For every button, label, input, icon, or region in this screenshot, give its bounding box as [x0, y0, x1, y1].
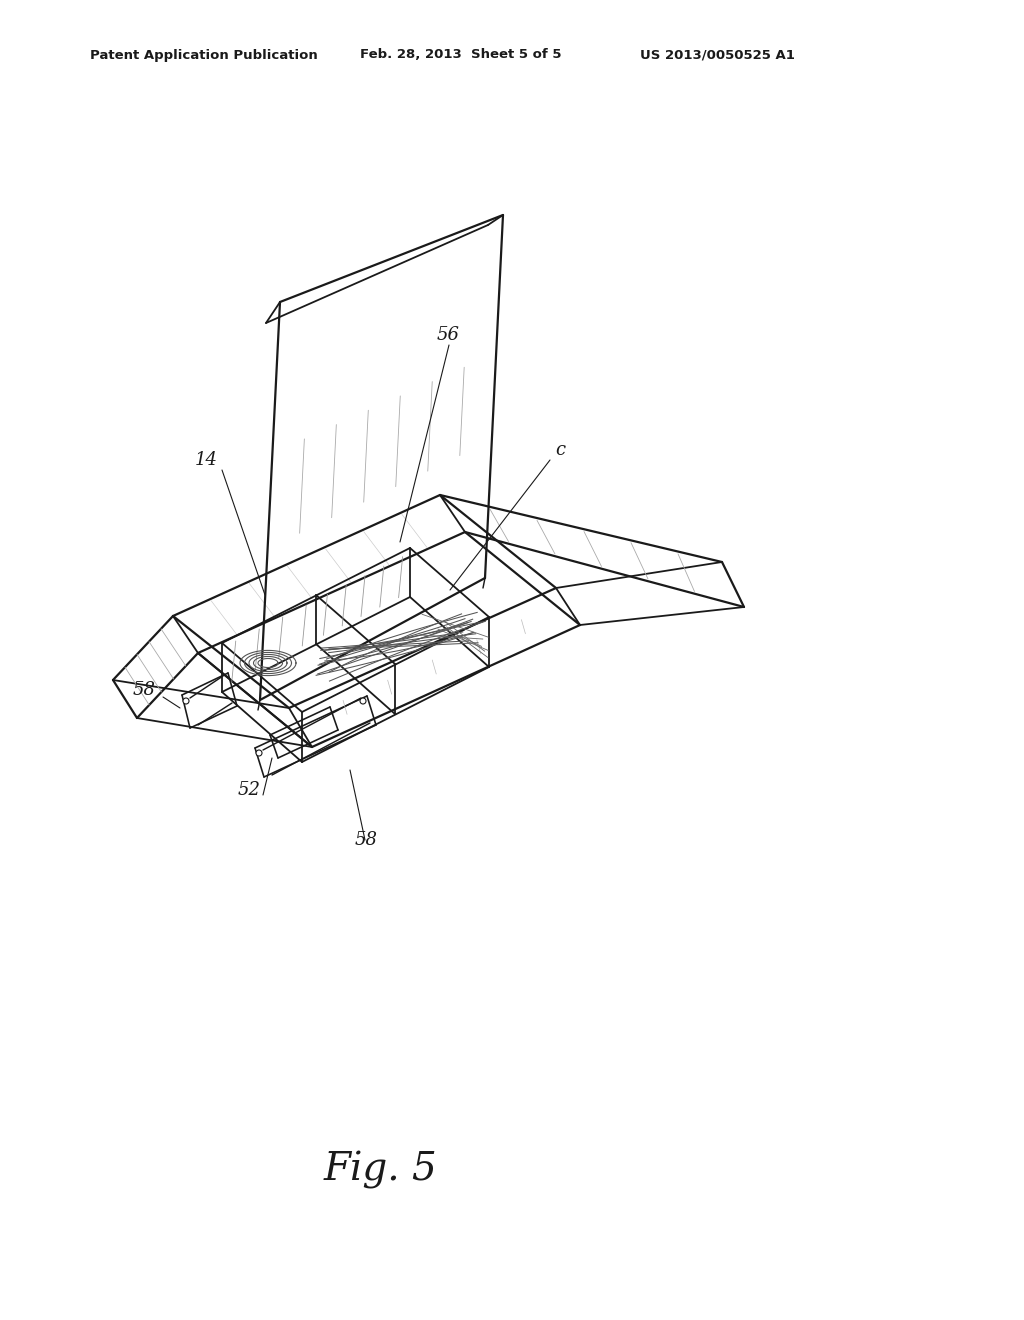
Text: 58: 58 — [355, 832, 378, 849]
Text: 14: 14 — [195, 451, 218, 469]
Circle shape — [256, 750, 262, 756]
Text: US 2013/0050525 A1: US 2013/0050525 A1 — [640, 49, 795, 62]
Circle shape — [183, 698, 189, 704]
Text: c: c — [555, 441, 565, 459]
Text: 52: 52 — [238, 781, 261, 799]
Circle shape — [360, 698, 366, 704]
Text: Patent Application Publication: Patent Application Publication — [90, 49, 317, 62]
Text: 56: 56 — [437, 326, 460, 345]
Text: 58: 58 — [133, 681, 156, 700]
Text: Fig. 5: Fig. 5 — [324, 1151, 437, 1189]
Text: Feb. 28, 2013  Sheet 5 of 5: Feb. 28, 2013 Sheet 5 of 5 — [360, 49, 561, 62]
